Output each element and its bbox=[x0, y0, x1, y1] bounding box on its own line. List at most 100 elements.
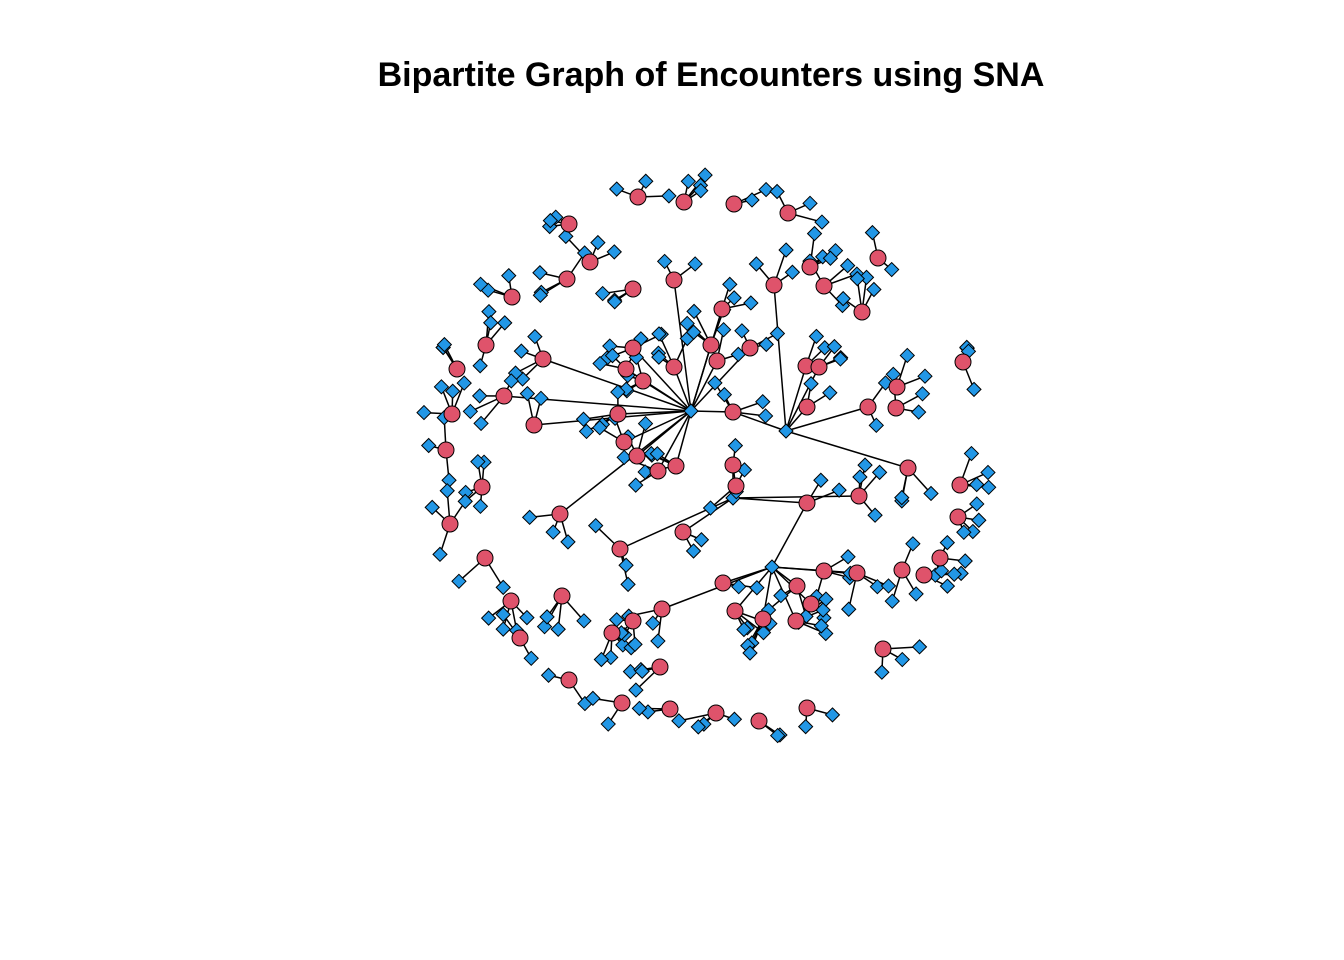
actor-node-diamond bbox=[656, 253, 673, 270]
actor-node-diamond bbox=[687, 256, 703, 272]
event-node-circle bbox=[708, 352, 726, 370]
actor-node-diamond bbox=[445, 383, 461, 399]
event-node-circle bbox=[613, 694, 631, 712]
actor-node-diamond bbox=[894, 489, 910, 506]
actor-node-diamond bbox=[637, 415, 654, 432]
graph-edge bbox=[690, 308, 723, 412]
actor-node-diamond bbox=[871, 464, 888, 481]
actor-node-diamond bbox=[749, 580, 765, 596]
actor-node-diamond bbox=[971, 512, 987, 528]
actor-node-diamond bbox=[726, 290, 742, 306]
event-node-circle bbox=[893, 561, 911, 579]
graph-edge bbox=[785, 365, 807, 432]
actor-node-diamond bbox=[824, 707, 841, 723]
graph-edge bbox=[673, 279, 692, 412]
actor-node-diamond bbox=[822, 250, 839, 266]
actor-node-diamond bbox=[610, 384, 626, 400]
actor-node-diamond bbox=[840, 549, 856, 565]
event-node-circle bbox=[741, 339, 759, 357]
actor-node-diamond bbox=[966, 381, 982, 398]
actor-node-diamond bbox=[832, 351, 849, 367]
event-node-circle bbox=[810, 358, 828, 376]
actor-node-diamond bbox=[736, 621, 752, 638]
actor-node-diamond bbox=[744, 192, 760, 208]
actor-node-diamond bbox=[884, 593, 900, 609]
event-node-circle bbox=[725, 195, 743, 213]
actor-node-diamond bbox=[424, 499, 440, 516]
actor-node-diamond bbox=[731, 578, 747, 595]
event-node-circle bbox=[675, 193, 693, 211]
actor-node-diamond bbox=[497, 315, 513, 331]
event-node-circle bbox=[724, 403, 742, 421]
actor-node-diamond bbox=[480, 610, 497, 626]
actor-node-diamond bbox=[956, 524, 972, 541]
graph-edge bbox=[732, 411, 787, 432]
actor-node-diamond bbox=[628, 477, 644, 493]
actor-node-diamond bbox=[462, 403, 479, 420]
actor-node-diamond bbox=[908, 586, 924, 602]
actor-node-diamond bbox=[874, 664, 890, 680]
actor-node-diamond bbox=[680, 173, 697, 190]
actor-node-diamond bbox=[880, 578, 897, 594]
actor-node-diamond bbox=[857, 457, 873, 473]
actor-node-diamond bbox=[764, 559, 780, 575]
actor-node-diamond bbox=[590, 234, 606, 251]
event-node-circle bbox=[624, 339, 642, 357]
actor-node-diamond bbox=[606, 294, 623, 310]
event-node-circle bbox=[798, 398, 816, 416]
actor-node-diamond bbox=[503, 373, 519, 389]
actor-node-diamond bbox=[472, 276, 489, 293]
event-node-circle bbox=[869, 249, 887, 267]
actor-node-diamond bbox=[769, 325, 786, 342]
actor-node-diamond bbox=[592, 355, 608, 372]
actor-node-diamond bbox=[917, 368, 933, 384]
actor-node-diamond bbox=[539, 609, 555, 625]
nodes bbox=[416, 167, 997, 744]
actor-node-diamond bbox=[519, 609, 535, 626]
actor-node-diamond bbox=[651, 349, 667, 365]
actor-node-diamond bbox=[533, 390, 549, 407]
actor-node-diamond bbox=[868, 417, 884, 434]
actor-node-diamond bbox=[757, 408, 774, 424]
actor-node-diamond bbox=[634, 663, 650, 679]
event-node-circle bbox=[629, 188, 647, 206]
actor-node-diamond bbox=[685, 543, 702, 559]
actor-node-diamond bbox=[473, 415, 489, 432]
event-node-circle bbox=[802, 595, 820, 613]
actor-node-diamond bbox=[803, 376, 819, 392]
actor-node-diamond bbox=[946, 566, 962, 582]
edges bbox=[423, 174, 989, 737]
actor-node-diamond bbox=[826, 338, 843, 355]
event-node-circle bbox=[726, 602, 744, 620]
actor-node-diamond bbox=[841, 601, 857, 617]
event-node-circle bbox=[551, 505, 569, 523]
actor-node-diamond bbox=[527, 328, 543, 345]
actor-node-diamond bbox=[802, 195, 818, 212]
actor-node-diamond bbox=[416, 404, 432, 421]
event-node-circle bbox=[713, 300, 731, 318]
event-node-circle bbox=[609, 405, 627, 423]
actor-node-diamond bbox=[899, 347, 916, 364]
event-node-circle bbox=[553, 587, 571, 605]
event-node-circle bbox=[651, 658, 669, 676]
event-node-circle bbox=[899, 459, 917, 477]
event-node-circle bbox=[765, 276, 783, 294]
actor-node-diamond bbox=[592, 419, 608, 436]
event-node-circle bbox=[801, 258, 819, 276]
actor-node-diamond bbox=[797, 718, 814, 735]
event-node-circle bbox=[665, 271, 683, 289]
event-node-circle bbox=[525, 416, 543, 434]
actor-node-diamond bbox=[472, 498, 489, 515]
actor-node-diamond bbox=[439, 483, 455, 499]
actor-node-diamond bbox=[957, 553, 973, 569]
actor-node-diamond bbox=[576, 613, 592, 629]
actor-node-diamond bbox=[481, 303, 497, 320]
event-node-circle bbox=[503, 288, 521, 306]
event-node-circle bbox=[949, 508, 967, 526]
actor-node-diamond bbox=[852, 469, 868, 485]
actor-node-diamond bbox=[649, 446, 666, 462]
actor-node-diamond bbox=[433, 379, 450, 395]
event-node-circle bbox=[667, 457, 685, 475]
actor-node-diamond bbox=[661, 188, 677, 204]
actor-node-diamond bbox=[482, 315, 499, 331]
